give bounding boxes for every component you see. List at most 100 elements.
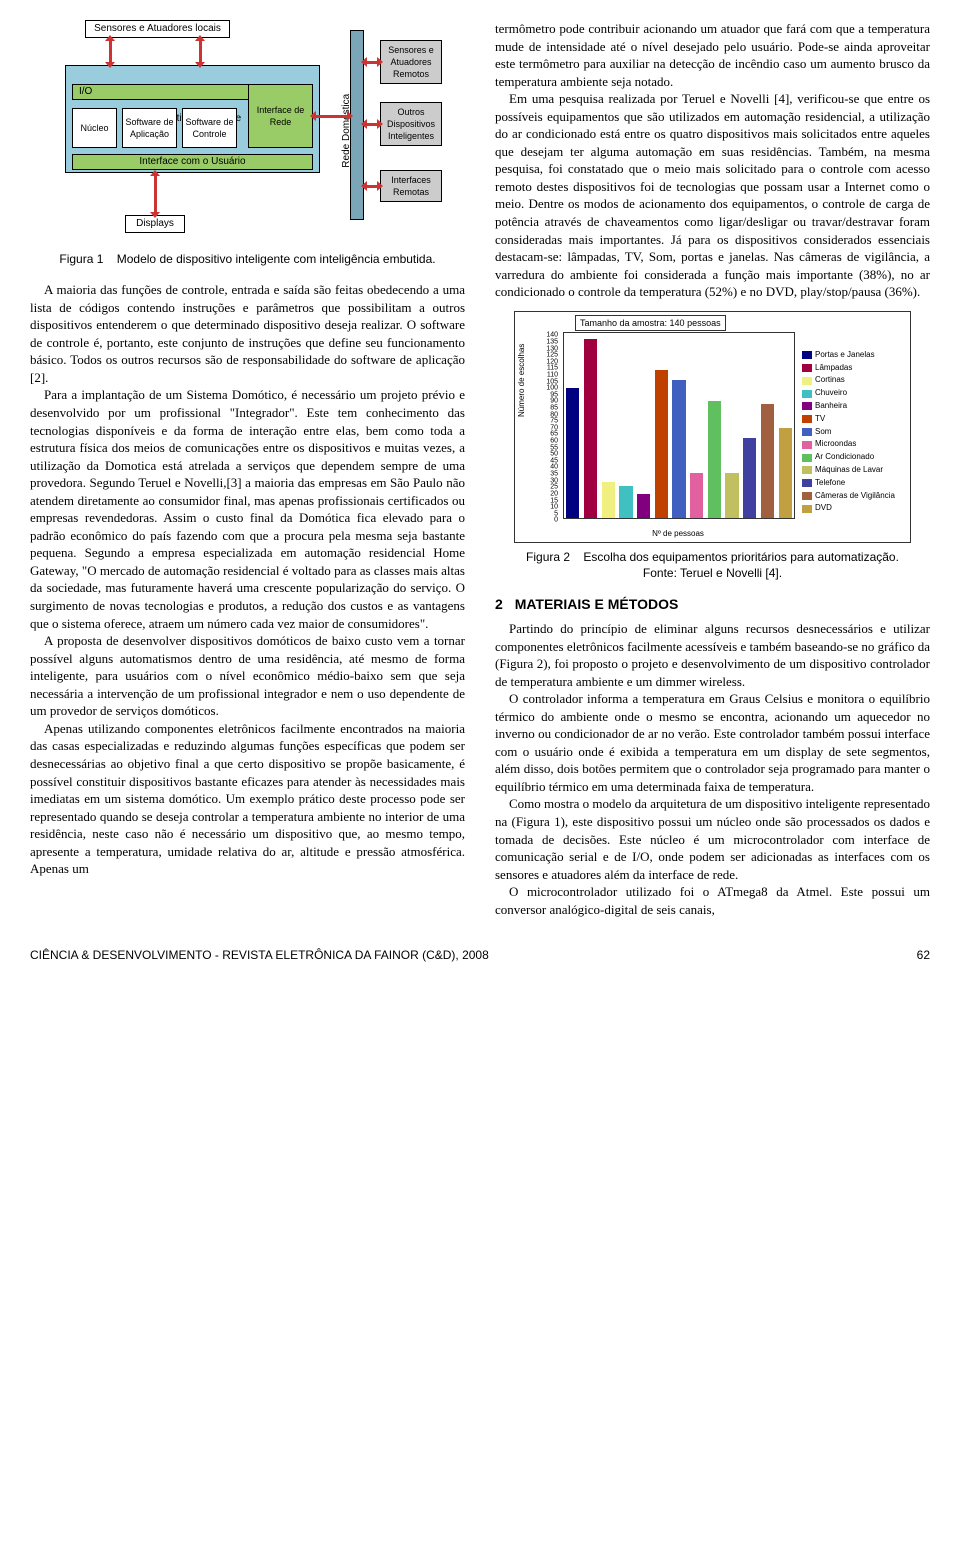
figure-2-caption-text: Escolha dos equipamentos prioritários pa…: [583, 550, 899, 564]
right-para-1: termômetro pode contribuir acionando um …: [495, 20, 930, 90]
legend-item: Portas e Janelas: [802, 350, 906, 361]
figure-1-caption-text: Modelo de dispositivo inteligente com in…: [117, 252, 436, 266]
right-para-3: Partindo do princípio de eliminar alguns…: [495, 620, 930, 690]
diagram-arrow: [366, 123, 378, 126]
diagram-box-intf_rede: Interface de Rede: [248, 84, 313, 148]
figure-2-caption: Figura 2 Escolha dos equipamentos priori…: [495, 549, 930, 565]
chart-bar: [761, 404, 774, 518]
chart-bar: [655, 370, 668, 518]
legend-label: Banheira: [815, 401, 847, 412]
chart-title: Tamanho da amostra: 140 pessoas: [575, 315, 726, 331]
figure-2: Tamanho da amostra: 140 pessoas Número d…: [495, 311, 930, 581]
right-column: termômetro pode contribuir acionando um …: [495, 20, 930, 918]
legend-label: TV: [815, 414, 825, 425]
diagram-rede-label: Rede Doméstica: [340, 94, 354, 168]
legend-swatch: [802, 390, 812, 398]
legend-label: Cortinas: [815, 375, 845, 386]
section-2-title: MATERIAIS E MÉTODOS: [515, 596, 679, 612]
figure-1-diagram: Sensores e Atuadores locaisDispositivo I…: [50, 20, 445, 245]
diagram-arrow: [199, 40, 202, 63]
figure-2-label: Figura 2: [526, 549, 570, 565]
legend-swatch: [802, 505, 812, 513]
right-para-4: O controlador informa a temperatura em G…: [495, 690, 930, 795]
right-para-2: Em uma pesquisa realizada por Teruel e N…: [495, 90, 930, 301]
legend-item: Chuveiro: [802, 388, 906, 399]
chart-bar: [725, 473, 738, 518]
diagram-arrow: [154, 175, 157, 213]
legend-swatch: [802, 402, 812, 410]
diagram-arrow: [366, 61, 378, 64]
diagram-box-intf_rem: Interfaces Remotas: [380, 170, 442, 202]
legend-swatch: [802, 377, 812, 385]
chart-x-label: Nº de pessoas: [563, 529, 793, 540]
diagram-arrow: [109, 40, 112, 63]
legend-label: Câmeras de Vigilância: [815, 491, 895, 502]
legend-label: Máquinas de Lavar: [815, 465, 883, 476]
two-column-layout: Sensores e Atuadores locaisDispositivo I…: [30, 20, 930, 918]
chart-plot-area: [563, 332, 795, 519]
left-column: Sensores e Atuadores locaisDispositivo I…: [30, 20, 465, 918]
right-para-5: Como mostra o modelo da arquitetura de u…: [495, 795, 930, 883]
right-para-6: O microcontrolador utilizado foi o ATmeg…: [495, 883, 930, 918]
legend-swatch: [802, 466, 812, 474]
chart-legend: Portas e Janelas LâmpadasCortinas Chuveiro…: [802, 350, 906, 516]
legend-label: DVD: [815, 503, 832, 514]
figure-2-chart: Tamanho da amostra: 140 pessoas Número d…: [514, 311, 911, 543]
legend-item: Microondas: [802, 439, 906, 450]
diagram-arrow: [366, 185, 378, 188]
legend-label: Telefone: [815, 478, 845, 489]
section-2-number: 2: [495, 595, 503, 614]
legend-swatch: [802, 428, 812, 436]
chart-bar: [672, 380, 685, 517]
diagram-box-intf_user: Interface com o Usuário: [72, 154, 313, 170]
diagram-box-outros_disp: Outros Dispositivos Inteligentes: [380, 102, 442, 146]
figure-1: Sensores e Atuadores locaisDispositivo I…: [30, 20, 465, 267]
legend-label: Microondas: [815, 439, 856, 450]
left-para-2: Para a implantação de um Sistema Domótic…: [30, 386, 465, 632]
legend-label: Som: [815, 427, 831, 438]
chart-bar: [690, 473, 703, 518]
diagram-box-nucleo: Núcleo: [72, 108, 117, 148]
left-para-1: A maioria das funções de controle, entra…: [30, 281, 465, 386]
legend-item: Cortinas: [802, 375, 906, 386]
legend-label: Ar Condicionado: [815, 452, 874, 463]
legend-item: Lâmpadas: [802, 363, 906, 374]
chart-bar: [566, 388, 579, 518]
chart-bar: [602, 482, 615, 518]
left-para-4: Apenas utilizando componentes eletrônico…: [30, 720, 465, 878]
legend-item: Banheira: [802, 401, 906, 412]
figure-1-label: Figura 1: [59, 251, 103, 267]
legend-swatch: [802, 364, 812, 372]
diagram-box-sens_rem: Sensores e Atuadores Remotos: [380, 40, 442, 84]
legend-swatch: [802, 415, 812, 423]
legend-item: DVD: [802, 503, 906, 514]
chart-ytick: 140: [546, 331, 558, 340]
legend-swatch: [802, 351, 812, 359]
diagram-arrow: [315, 115, 348, 118]
chart-bar: [584, 339, 597, 517]
diagram-box-sw_ctrl: Software de Controle: [182, 108, 237, 148]
legend-label: Chuveiro: [815, 388, 847, 399]
legend-item: Câmeras de Vigilância: [802, 491, 906, 502]
chart-bar: [708, 401, 721, 517]
chart-bar: [619, 486, 632, 518]
chart-y-axis: 0510152025303540455055606570758085909510…: [515, 332, 560, 517]
legend-item: Máquinas de Lavar: [802, 465, 906, 476]
footer-journal: CIÊNCIA & DESENVOLVIMENTO - REVISTA ELET…: [30, 948, 489, 962]
legend-swatch: [802, 441, 812, 449]
page-footer: CIÊNCIA & DESENVOLVIMENTO - REVISTA ELET…: [30, 948, 930, 962]
legend-swatch: [802, 492, 812, 500]
chart-bars: [564, 333, 794, 518]
legend-label: Portas e Janelas: [815, 350, 875, 361]
section-2-heading: 2 MATERIAIS E MÉTODOS: [495, 595, 930, 614]
figure-2-source: Fonte: Teruel e Novelli [4].: [495, 565, 930, 581]
legend-item: Telefone: [802, 478, 906, 489]
chart-bar: [743, 438, 756, 517]
diagram-box-sw_aplic: Software de Aplicação: [122, 108, 177, 148]
legend-label: Lâmpadas: [815, 363, 852, 374]
chart-bar: [637, 494, 650, 518]
chart-bar: [779, 428, 792, 518]
legend-item: Som: [802, 427, 906, 438]
legend-swatch: [802, 454, 812, 462]
left-para-3: A proposta de desenvolver dispositivos d…: [30, 632, 465, 720]
